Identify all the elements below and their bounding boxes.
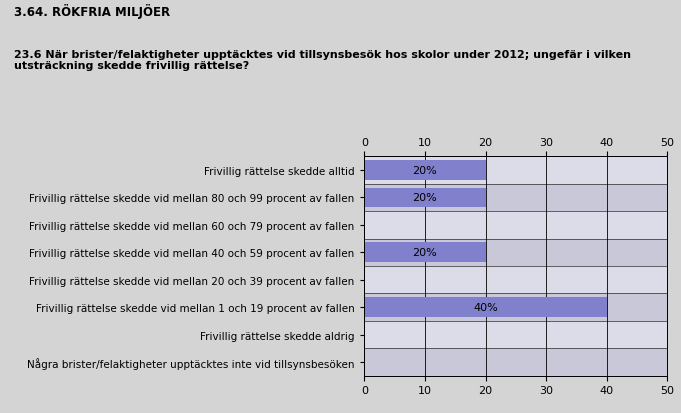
Bar (364, 157, 667, 184)
Text: 20%: 20% (413, 166, 437, 176)
Bar (364, 266, 667, 294)
Bar (364, 349, 667, 376)
Text: 40%: 40% (473, 302, 498, 312)
Bar (364, 161, 486, 180)
Bar (364, 212, 667, 239)
Bar (364, 321, 667, 349)
Bar (364, 239, 667, 266)
Text: 3.64. RÖKFRIA MILJÖER: 3.64. RÖKFRIA MILJÖER (14, 4, 170, 19)
Bar (364, 294, 667, 321)
Bar (364, 243, 486, 263)
Text: 20%: 20% (413, 193, 437, 203)
Bar (364, 188, 486, 208)
Text: 20%: 20% (413, 248, 437, 258)
Bar (364, 298, 607, 317)
Text: 23.6 När brister/felaktigheter upptäcktes vid tillsynsbesök hos skolor under 201: 23.6 När brister/felaktigheter upptäckte… (14, 50, 631, 71)
Bar (364, 184, 667, 212)
